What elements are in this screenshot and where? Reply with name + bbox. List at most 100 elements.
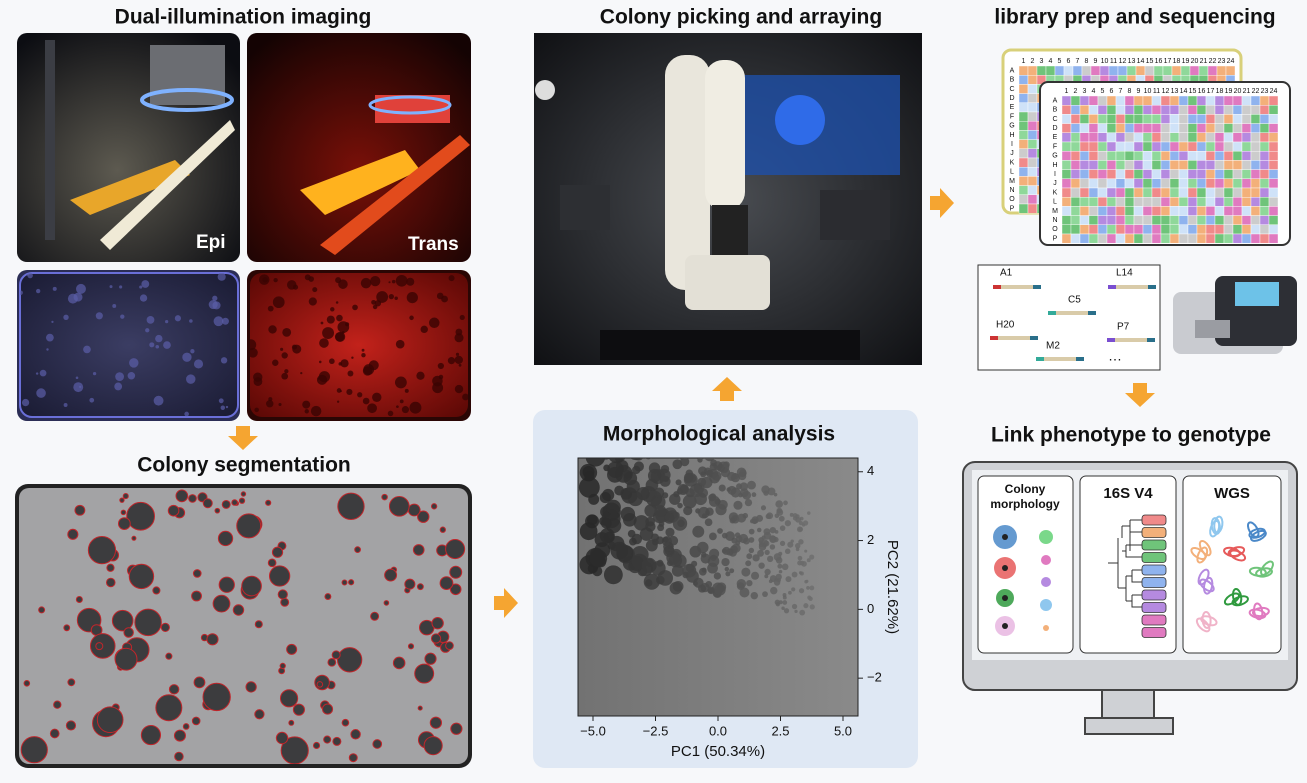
panel-title: morphology xyxy=(990,497,1060,511)
well xyxy=(1178,132,1189,143)
well xyxy=(1169,114,1180,124)
genome-loop xyxy=(1260,560,1274,576)
well xyxy=(1205,233,1216,244)
colony xyxy=(391,279,396,284)
well xyxy=(1027,185,1038,196)
colony xyxy=(238,497,246,504)
arrow-right xyxy=(494,588,518,618)
colony xyxy=(738,533,749,544)
colony xyxy=(665,527,675,537)
well xyxy=(1027,84,1038,94)
well xyxy=(1259,123,1270,133)
colony xyxy=(360,277,372,289)
colony xyxy=(67,528,79,540)
column-label: 11 xyxy=(1110,58,1117,65)
well xyxy=(1061,150,1072,161)
well xyxy=(1079,160,1090,170)
colony xyxy=(770,586,778,595)
row-label: C xyxy=(1009,86,1014,93)
y-tick-label: 4 xyxy=(867,463,874,478)
row-label: O xyxy=(1009,196,1015,203)
colony xyxy=(245,681,257,693)
well xyxy=(1223,206,1234,216)
well xyxy=(1196,160,1207,170)
well xyxy=(1027,157,1038,168)
colony xyxy=(131,535,137,541)
well xyxy=(1018,185,1029,196)
well xyxy=(1018,194,1029,205)
section-title: Morphological analysis xyxy=(603,423,835,446)
colony xyxy=(717,528,723,534)
column-label: 22 xyxy=(1252,88,1260,95)
colony xyxy=(729,517,736,524)
genome-loop xyxy=(1197,568,1210,586)
adapter xyxy=(1076,357,1084,361)
colony xyxy=(406,291,418,304)
well xyxy=(1133,141,1144,152)
colony xyxy=(805,579,809,583)
well xyxy=(1205,187,1216,198)
well xyxy=(1106,150,1117,161)
colony xyxy=(149,342,155,348)
well xyxy=(1133,233,1144,244)
well xyxy=(1151,123,1162,133)
well xyxy=(1088,215,1099,226)
y-axis-label: PC2 (21.62%) xyxy=(884,540,901,634)
colony xyxy=(769,526,776,534)
column-label: 9 xyxy=(1094,58,1098,65)
colony xyxy=(312,287,318,293)
shape xyxy=(1195,320,1230,338)
leaf xyxy=(1141,514,1167,526)
well xyxy=(1124,160,1135,170)
well xyxy=(1223,169,1234,180)
genome-loop xyxy=(1231,587,1243,606)
colony xyxy=(809,554,815,560)
well xyxy=(1259,141,1270,152)
well xyxy=(1241,104,1252,115)
well xyxy=(1133,169,1144,180)
well xyxy=(1250,196,1261,207)
colony xyxy=(713,572,722,580)
colony xyxy=(78,385,82,388)
well xyxy=(1061,196,1072,207)
well xyxy=(1090,65,1101,76)
column-label: 20 xyxy=(1191,58,1199,65)
colony xyxy=(741,567,751,577)
well xyxy=(1018,176,1029,186)
well xyxy=(1088,178,1099,189)
arrow-right xyxy=(930,188,954,218)
genome-loop xyxy=(1200,615,1218,627)
colony xyxy=(318,371,331,383)
well xyxy=(1205,160,1216,170)
adapter xyxy=(1033,285,1041,289)
well xyxy=(1178,233,1189,244)
colony xyxy=(416,371,425,380)
well xyxy=(1142,160,1153,170)
row-label: I xyxy=(1054,171,1056,178)
colony xyxy=(458,363,462,367)
colony xyxy=(341,579,348,586)
well xyxy=(1223,224,1234,235)
colony xyxy=(409,315,414,321)
row-label: N xyxy=(1052,217,1057,224)
colony xyxy=(304,274,311,281)
column-label: 3 xyxy=(1083,88,1087,95)
colony xyxy=(23,679,31,687)
well xyxy=(1232,132,1243,143)
adapter xyxy=(993,285,1001,289)
well xyxy=(1205,104,1216,115)
colony xyxy=(129,358,139,368)
well xyxy=(1205,123,1216,133)
well xyxy=(1187,132,1198,143)
colony xyxy=(439,576,454,591)
well xyxy=(1142,224,1153,235)
colony xyxy=(412,544,425,556)
well xyxy=(1160,233,1171,244)
row-label: F xyxy=(1010,113,1014,120)
well xyxy=(1250,178,1261,189)
colony xyxy=(404,388,409,393)
well xyxy=(1214,169,1225,180)
colony xyxy=(671,564,684,577)
colony xyxy=(376,291,389,303)
colony xyxy=(370,275,381,287)
